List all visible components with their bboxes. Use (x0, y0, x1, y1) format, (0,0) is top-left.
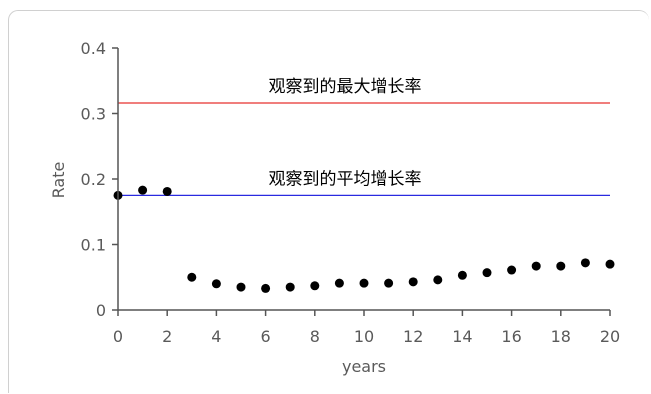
data-point (556, 261, 566, 271)
data-point (334, 278, 344, 288)
chart-frame (8, 10, 649, 393)
x-tick-label: 0 (113, 327, 123, 346)
x-tick-label: 12 (403, 327, 423, 346)
y-tick-label: 0.2 (81, 170, 106, 189)
data-point (384, 278, 394, 288)
x-tick-label: 6 (261, 327, 271, 346)
data-point (433, 275, 443, 285)
x-tick-label: 10 (354, 327, 374, 346)
data-point (482, 268, 492, 278)
data-point (310, 281, 320, 291)
reference-line-label: 观察到的平均增长率 (269, 169, 422, 189)
data-point (408, 277, 418, 287)
data-point (531, 261, 541, 271)
data-point (457, 270, 467, 280)
data-point (285, 282, 295, 292)
x-tick-label: 16 (501, 327, 521, 346)
y-axis-ticks: 0 0.1 0.2 0.3 0.4 (81, 39, 118, 320)
reference-line-label: 观察到的最大增长率 (269, 77, 422, 97)
x-tick-label: 14 (452, 327, 472, 346)
data-point (507, 265, 517, 275)
data-point (162, 186, 172, 196)
data-point (359, 278, 369, 288)
data-point (138, 185, 148, 195)
x-tick-label: 4 (211, 327, 221, 346)
data-point (605, 259, 615, 269)
y-axis-title: Rate (49, 162, 68, 199)
x-tick-label: 8 (310, 327, 320, 346)
data-point (580, 258, 590, 268)
data-point (236, 282, 246, 292)
x-tick-label: 20 (600, 327, 620, 346)
data-points (113, 185, 615, 293)
x-tick-label: 18 (551, 327, 571, 346)
y-tick-label: 0.4 (81, 39, 106, 58)
y-tick-label: 0.3 (81, 105, 106, 124)
y-tick-label: 0 (96, 301, 106, 320)
data-point (261, 283, 271, 293)
y-tick-label: 0.1 (81, 236, 106, 255)
x-tick-label: 2 (162, 327, 172, 346)
x-axis-ticks: 0 2 4 6 8 10 12 14 16 18 20 (113, 310, 620, 346)
data-point (211, 279, 221, 289)
data-point (187, 272, 197, 282)
x-axis-title: years (342, 357, 386, 376)
